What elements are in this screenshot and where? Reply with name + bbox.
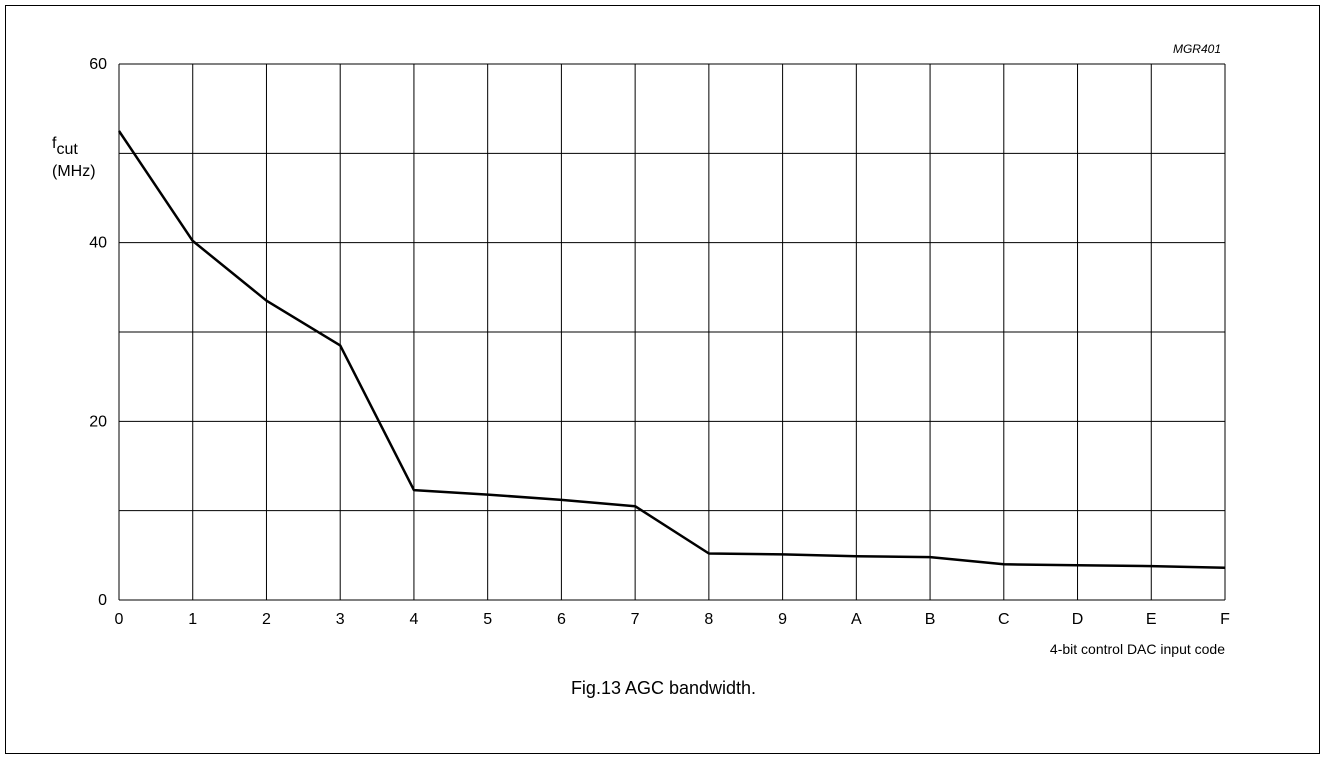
x-tick-label: 8 xyxy=(704,611,713,628)
x-tick-label: 1 xyxy=(188,611,197,628)
y-tick-label: 60 xyxy=(89,56,107,73)
x-tick-label: 7 xyxy=(631,611,640,628)
x-tick-label: 2 xyxy=(262,611,271,628)
x-tick-label: 9 xyxy=(778,611,787,628)
x-tick-label: E xyxy=(1146,611,1157,628)
y-axis-label: fcut xyxy=(52,135,78,158)
figure-frame xyxy=(5,5,1320,754)
y-tick-label: 40 xyxy=(89,235,107,252)
x-tick-label: C xyxy=(998,611,1010,628)
figure-code: MGR401 xyxy=(1173,42,1221,56)
series-line xyxy=(117,130,1226,570)
y-axis-label-main: f xyxy=(52,135,57,152)
y-axis-ticks: 0 20 40 60 xyxy=(89,56,107,609)
grid xyxy=(118,63,1226,601)
x-tick-label: B xyxy=(925,611,936,628)
x-tick-label: F xyxy=(1220,611,1230,628)
x-tick-label: 5 xyxy=(483,611,492,628)
x-tick-label: A xyxy=(851,611,862,628)
x-tick-label: 0 xyxy=(115,611,124,628)
x-tick-label: D xyxy=(1072,611,1084,628)
y-tick-label: 20 xyxy=(89,413,107,430)
y-axis-label-sub: cut xyxy=(56,141,78,158)
figure-caption: Fig.13 AGC bandwidth. xyxy=(570,678,757,698)
x-axis-label: 4-bit control DAC input code xyxy=(1050,641,1225,657)
y-tick-label: 0 xyxy=(98,592,107,609)
x-tick-label: 6 xyxy=(557,611,566,628)
x-tick-label: 3 xyxy=(336,611,345,628)
y-axis-unit: (MHz) xyxy=(52,163,96,180)
x-axis-ticks: 0 1 2 3 4 5 6 7 8 9 A B C D E F xyxy=(115,611,1231,628)
x-tick-label: 4 xyxy=(409,611,418,628)
